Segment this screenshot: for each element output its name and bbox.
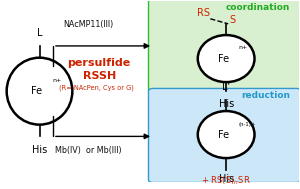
Text: S: S <box>229 15 235 25</box>
Text: reduction: reduction <box>241 91 290 100</box>
Text: Fe: Fe <box>218 130 229 140</box>
Text: RS: RS <box>197 8 210 18</box>
Text: His: His <box>218 174 234 184</box>
Text: persulfide
RSSH: persulfide RSSH <box>68 58 131 81</box>
Text: Fe: Fe <box>31 86 42 96</box>
Text: (R= NAcPen, Cys or G): (R= NAcPen, Cys or G) <box>59 84 134 91</box>
Text: His: His <box>32 146 47 155</box>
Text: His: His <box>218 99 234 109</box>
Text: (n-1)+: (n-1)+ <box>239 122 256 127</box>
Ellipse shape <box>198 111 254 158</box>
Text: L': L' <box>222 82 230 92</box>
Text: n+: n+ <box>239 45 248 50</box>
Text: L: L <box>37 28 42 38</box>
Text: + RS(S)$_n$SR: + RS(S)$_n$SR <box>201 174 251 187</box>
Text: Mb(IV)  or Mb(III): Mb(IV) or Mb(III) <box>56 146 122 155</box>
Ellipse shape <box>7 58 72 125</box>
Ellipse shape <box>198 35 254 82</box>
Text: n+: n+ <box>52 78 61 83</box>
FancyBboxPatch shape <box>148 88 300 183</box>
Text: coordination: coordination <box>226 2 290 12</box>
Text: NAcMP11(III): NAcMP11(III) <box>64 20 114 29</box>
FancyBboxPatch shape <box>148 0 300 93</box>
Text: Fe: Fe <box>218 54 229 64</box>
